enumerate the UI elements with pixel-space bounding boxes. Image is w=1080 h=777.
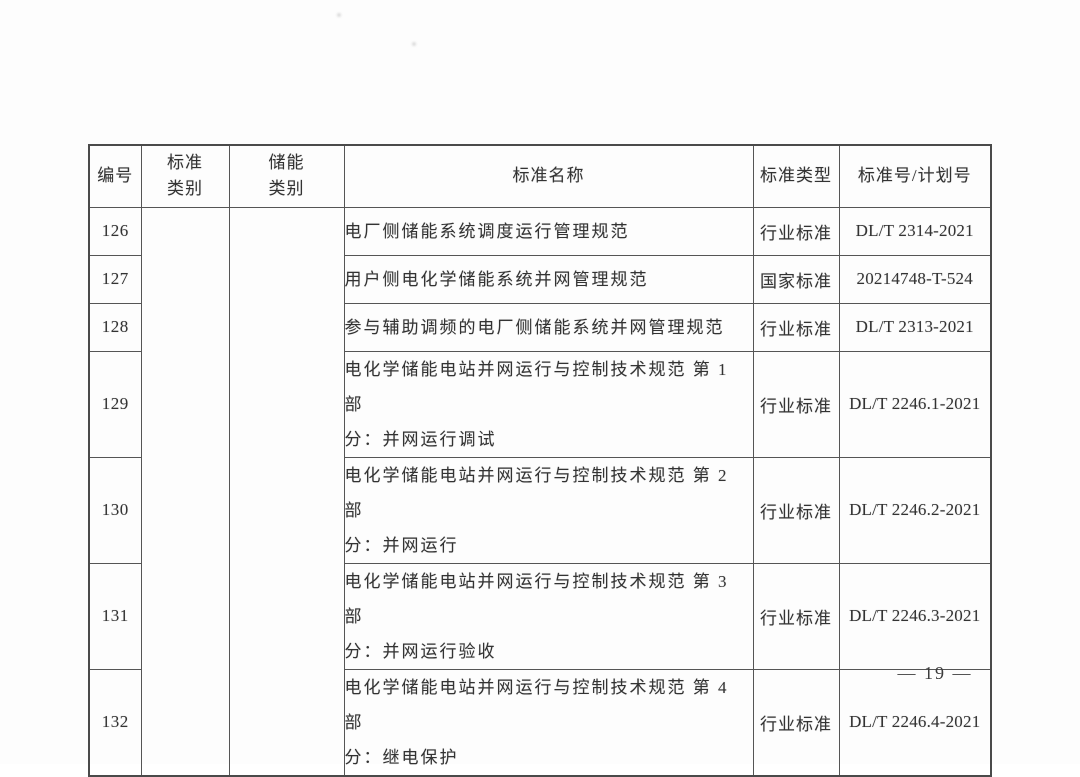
standard-type-cell: 行业标准 bbox=[752, 302, 840, 352]
standard-type-cell: 行业标准 bbox=[752, 456, 840, 564]
page-number: — 19 — bbox=[897, 663, 973, 683]
standard-code-cell: DL/T 2246.1-2021 bbox=[838, 350, 992, 458]
table-body: 126 电厂侧储能系统调度运行管理规范 行业标准 DL/T 2314-2021 … bbox=[88, 206, 992, 776]
header-row: 编号 标准 类别 储能 类别 标准名称 标准类型 标准号/计划号 bbox=[88, 144, 992, 208]
standard-type-cell: 行业标准 bbox=[752, 668, 840, 776]
standards-table: 编号 标准 类别 储能 类别 标准名称 标准类型 标准号/计划号 126 电厂侧… bbox=[88, 144, 992, 777]
table-row: 127 用户侧电化学储能系统并网管理规范 国家标准 20214748-T-524 bbox=[88, 254, 992, 304]
row-number-cell: 127 bbox=[88, 254, 142, 304]
standard-name-cell: 电厂侧储能系统调度运行管理规范 bbox=[343, 206, 754, 256]
row-number-cell: 130 bbox=[88, 456, 142, 564]
table-row: 128 参与辅助调频的电厂侧储能系统并网管理规范 行业标准 DL/T 2313-… bbox=[88, 302, 992, 352]
standard-code-cell: DL/T 2313-2021 bbox=[838, 302, 992, 352]
row-number-cell: 132 bbox=[88, 668, 142, 776]
table-row: 129 电化学储能电站并网运行与控制技术规范 第 1 部 分：并网运行调试 行业… bbox=[88, 350, 992, 458]
header-standard-category: 标准 类别 bbox=[140, 144, 230, 208]
standard-name-cell: 电化学储能电站并网运行与控制技术规范 第 4 部 分：继电保护 bbox=[343, 668, 754, 776]
table-row: 131 电化学储能电站并网运行与控制技术规范 第 3 部 分：并网运行验收 行业… bbox=[88, 562, 992, 670]
row-number-cell: 129 bbox=[88, 350, 142, 458]
header-standard-code: 标准号/计划号 bbox=[838, 144, 992, 208]
standard-code-cell: DL/T 2314-2021 bbox=[838, 206, 992, 256]
standard-name-cell: 电化学储能电站并网运行与控制技术规范 第 2 部 分：并网运行 bbox=[343, 456, 754, 564]
header-number: 编号 bbox=[88, 144, 142, 208]
standard-category-merged-cell bbox=[140, 206, 230, 776]
row-number-cell: 126 bbox=[88, 206, 142, 256]
row-number-cell: 131 bbox=[88, 562, 142, 670]
table-header: 编号 标准 类别 储能 类别 标准名称 标准类型 标准号/计划号 bbox=[88, 144, 992, 208]
standard-type-cell: 国家标准 bbox=[752, 254, 840, 304]
standard-name-cell: 用户侧电化学储能系统并网管理规范 bbox=[343, 254, 754, 304]
header-standard-name: 标准名称 bbox=[343, 144, 754, 208]
standard-name-cell: 参与辅助调频的电厂侧储能系统并网管理规范 bbox=[343, 302, 754, 352]
row-number-cell: 128 bbox=[88, 302, 142, 352]
standard-type-cell: 行业标准 bbox=[752, 350, 840, 458]
scan-speck bbox=[337, 13, 341, 17]
standard-type-cell: 行业标准 bbox=[752, 206, 840, 256]
storage-category-merged-cell bbox=[228, 206, 345, 776]
standard-code-cell: DL/T 2246.2-2021 bbox=[838, 456, 992, 564]
scan-speck bbox=[412, 42, 416, 46]
table-row: 132 电化学储能电站并网运行与控制技术规范 第 4 部 分：继电保护 行业标准… bbox=[88, 668, 992, 776]
standard-code-cell: DL/T 2246.4-2021 bbox=[838, 668, 992, 776]
header-standard-type: 标准类型 bbox=[752, 144, 840, 208]
table-row: 126 电厂侧储能系统调度运行管理规范 行业标准 DL/T 2314-2021 bbox=[88, 206, 992, 776]
header-storage-category: 储能 类别 bbox=[228, 144, 345, 208]
standard-code-cell: 20214748-T-524 bbox=[838, 254, 992, 304]
standard-code-cell: DL/T 2246.3-2021 bbox=[838, 562, 992, 670]
standard-name-cell: 电化学储能电站并网运行与控制技术规范 第 3 部 分：并网运行验收 bbox=[343, 562, 754, 670]
standard-type-cell: 行业标准 bbox=[752, 562, 840, 670]
standard-name-cell: 电化学储能电站并网运行与控制技术规范 第 1 部 分：并网运行调试 bbox=[343, 350, 754, 458]
